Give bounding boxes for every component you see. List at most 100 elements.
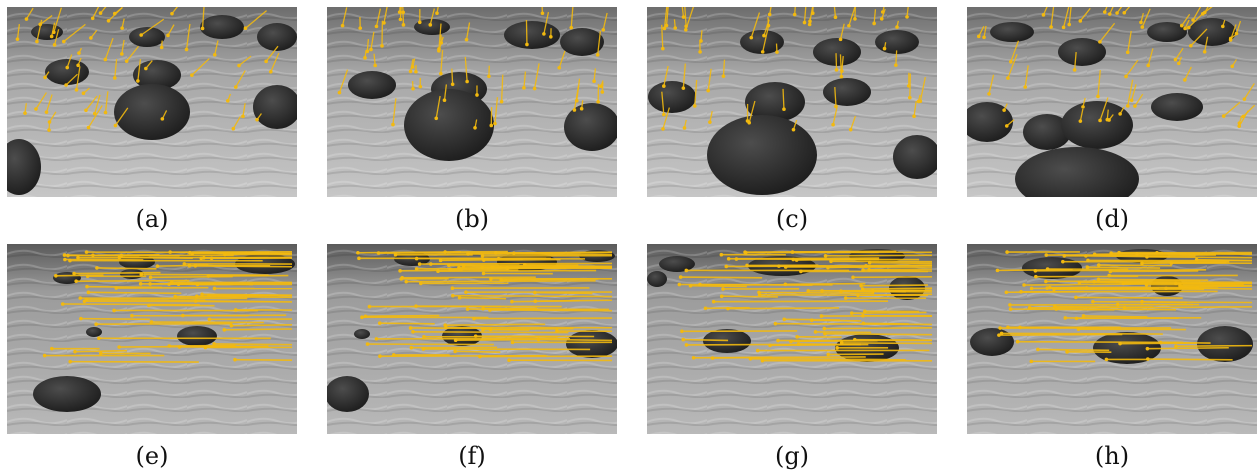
feature-point: [1005, 250, 1009, 254]
feature-point: [356, 250, 360, 255]
feature-track: [1131, 84, 1137, 101]
feature-point: [193, 264, 198, 268]
panel-a: (a): [7, 7, 297, 233]
feature-point: [170, 11, 174, 16]
feature-point: [401, 23, 406, 27]
feature-point: [255, 117, 259, 122]
feature-point: [72, 271, 76, 276]
feature-point: [682, 126, 687, 130]
feature-point: [661, 46, 665, 51]
feature-point: [95, 266, 99, 270]
feature-point: [802, 20, 807, 25]
feature-track: [978, 26, 985, 37]
feature-track: [85, 95, 98, 111]
feature-point: [398, 269, 402, 273]
feature-point: [601, 27, 606, 32]
feature-point: [63, 257, 67, 262]
feature-point: [662, 26, 667, 31]
feature-track: [812, 7, 814, 14]
feature-track: [214, 343, 293, 346]
feature-point: [169, 280, 174, 285]
feature-point: [792, 12, 797, 17]
feature-point: [365, 342, 370, 346]
feature-point: [436, 269, 440, 274]
feature-point: [450, 286, 455, 291]
feature-point: [167, 282, 171, 286]
feature-track: [1056, 308, 1177, 311]
feature-track: [834, 87, 837, 107]
feature-track: [1006, 290, 1085, 294]
feature-point: [1228, 36, 1233, 41]
feature-track: [495, 251, 613, 254]
panel-label-e: (e): [135, 442, 169, 470]
feature-point: [1067, 22, 1072, 27]
feature-track: [406, 279, 596, 283]
feature-track: [370, 31, 375, 50]
feature-point: [442, 98, 447, 103]
feature-point: [872, 21, 876, 26]
feature-point: [1174, 344, 1178, 349]
feature-point: [810, 11, 815, 15]
feature-point: [79, 316, 83, 321]
feature-track: [232, 116, 241, 130]
feature-point: [212, 286, 217, 291]
feature-tracks-h: [995, 250, 1253, 364]
feature-point: [908, 95, 912, 100]
feature-track: [96, 267, 157, 270]
feature-point: [61, 39, 66, 44]
feature-point: [464, 290, 468, 294]
feature-track: [238, 55, 252, 67]
feature-point: [1009, 59, 1013, 64]
feature-track: [224, 328, 293, 331]
feature-point: [987, 92, 991, 96]
feature-point: [202, 256, 206, 260]
feature-track: [841, 56, 844, 72]
panel-label-f: (f): [458, 442, 486, 470]
feature-track: [988, 74, 995, 95]
feature-tracks-f: [356, 250, 613, 363]
feature-point: [438, 258, 443, 263]
feature-track: [840, 290, 933, 293]
feature-point: [68, 359, 73, 364]
feature-track: [1147, 346, 1229, 350]
feature-point: [360, 315, 364, 320]
feature-point: [15, 37, 20, 41]
feature-point: [703, 306, 708, 311]
feature-point: [1098, 40, 1102, 44]
panel-label-b: (b): [454, 205, 490, 233]
feature-track: [1099, 97, 1109, 121]
feature-point: [912, 114, 916, 119]
feature-track: [1075, 296, 1183, 299]
feature-track: [1104, 7, 1108, 13]
feature-point: [806, 289, 811, 293]
feature-point: [1096, 277, 1101, 282]
feature-track: [465, 22, 471, 40]
feature-point: [681, 15, 686, 19]
feature-track: [438, 269, 597, 273]
feature-track: [1142, 300, 1188, 304]
feature-track: [419, 262, 613, 265]
feature-point: [997, 333, 1001, 337]
feature-track: [35, 92, 47, 110]
feature-track: [375, 8, 382, 27]
feature-point: [1140, 25, 1145, 29]
feature-point: [726, 257, 731, 261]
feature-point: [840, 69, 844, 73]
feature-track: [1181, 13, 1191, 26]
feature-point: [1133, 104, 1137, 108]
feature-point: [148, 275, 153, 280]
feature-point: [895, 25, 899, 29]
feature-track: [1010, 40, 1020, 62]
feature-track: [1243, 83, 1255, 100]
feature-track: [235, 70, 246, 88]
feature-track: [1238, 110, 1249, 127]
feature-track: [114, 107, 129, 126]
feature-point: [1109, 251, 1113, 255]
feature-point: [791, 257, 796, 262]
feature-track: [1099, 22, 1116, 43]
feature-point: [182, 262, 187, 266]
feature-point: [1104, 357, 1109, 362]
feature-track: [39, 15, 53, 25]
feature-track: [869, 261, 933, 265]
feature-point: [229, 323, 234, 328]
